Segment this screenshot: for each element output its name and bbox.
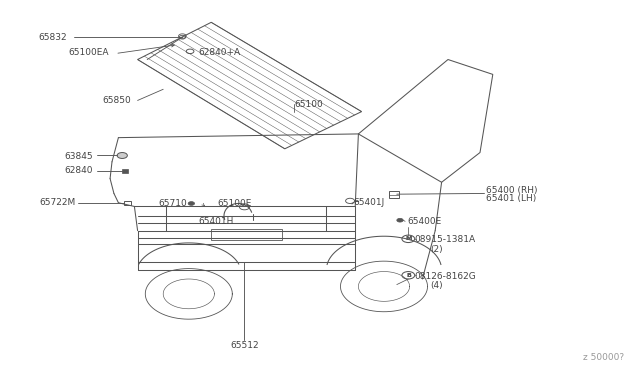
Bar (124, 201, 131, 205)
Text: 65100: 65100 (294, 100, 323, 109)
Text: 65832: 65832 (38, 33, 67, 42)
Text: 63845: 63845 (64, 152, 93, 161)
Text: 08126-8162G: 08126-8162G (415, 272, 476, 280)
Text: 65401H: 65401H (198, 217, 234, 226)
Text: 65100E: 65100E (218, 199, 252, 208)
Bar (389, 191, 399, 198)
Text: 08915-1381A: 08915-1381A (415, 235, 476, 244)
Circle shape (397, 218, 403, 222)
Circle shape (188, 202, 195, 205)
Text: 65400E: 65400E (407, 217, 442, 226)
Text: (2): (2) (430, 245, 443, 254)
Text: 65400 (RH): 65400 (RH) (486, 186, 538, 195)
Circle shape (117, 153, 127, 158)
Text: 65850: 65850 (102, 96, 131, 105)
Text: 65512: 65512 (230, 341, 259, 350)
Bar (122, 169, 128, 173)
Text: 65722M: 65722M (39, 198, 76, 207)
Text: M: M (405, 236, 412, 241)
Text: z 50000?: z 50000? (583, 353, 624, 362)
Text: M: M (405, 236, 412, 241)
Text: 65401J: 65401J (353, 198, 385, 207)
Text: 65710: 65710 (158, 199, 187, 208)
Text: 65401 (LH): 65401 (LH) (486, 194, 537, 203)
Text: B: B (406, 273, 411, 278)
Text: 65100EA: 65100EA (68, 48, 109, 57)
Text: 62840: 62840 (64, 166, 93, 175)
Bar (211, 229, 282, 240)
Text: B: B (406, 273, 411, 278)
Text: 62840+A: 62840+A (198, 48, 241, 57)
Text: (4): (4) (430, 281, 443, 290)
